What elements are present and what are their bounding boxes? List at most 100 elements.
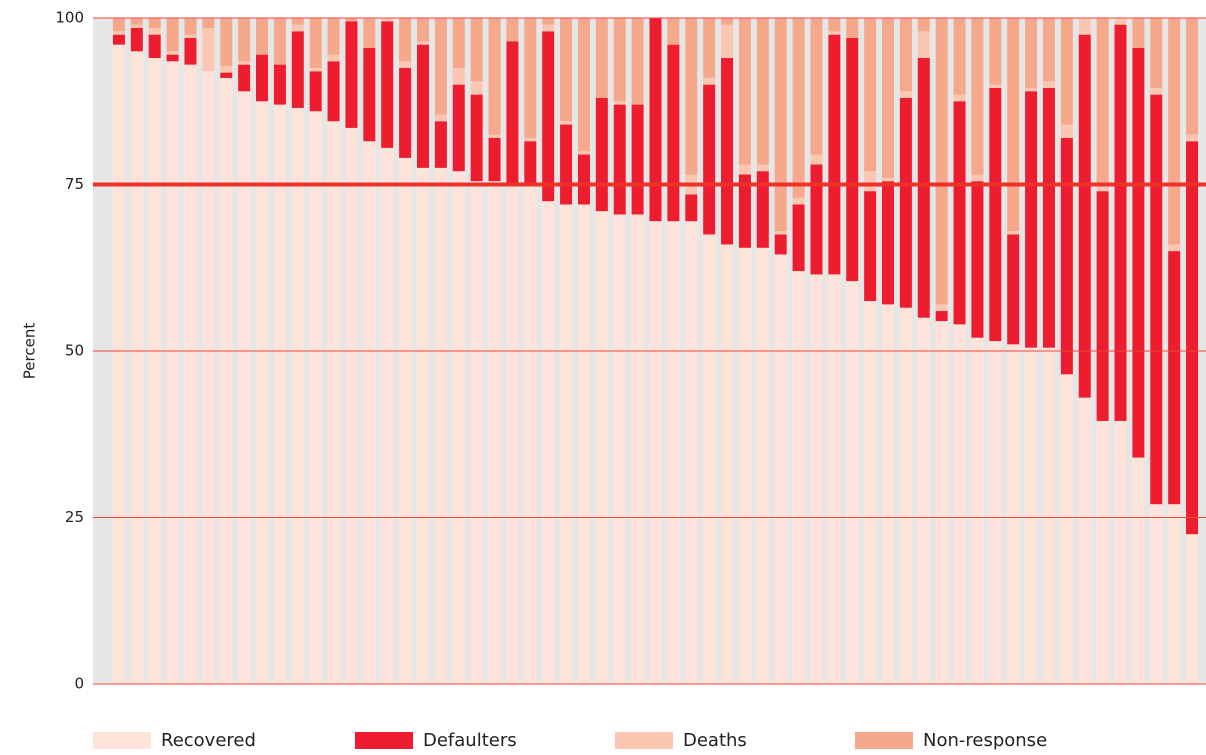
bar-segment (810, 274, 823, 684)
bar-segment (524, 18, 537, 138)
bar-segment (989, 87, 1002, 342)
bar-segment (577, 151, 590, 155)
bar-segment (613, 214, 626, 684)
bar-segment (649, 18, 662, 222)
bar-segment (721, 57, 734, 245)
bar-segment (613, 104, 626, 215)
bar-segment (756, 164, 769, 172)
bar-segment (542, 31, 555, 202)
bar-segment (1007, 344, 1020, 684)
bar-segment (667, 44, 680, 222)
bar-segment (721, 24, 734, 58)
bar-segment (399, 157, 412, 685)
bar-segment (470, 181, 483, 685)
bar-segment (774, 254, 787, 684)
bar-segment (399, 18, 412, 62)
bar-segment (1168, 251, 1181, 505)
bar-segment (416, 44, 429, 168)
bar-segment (470, 81, 483, 95)
bar-segment (971, 337, 984, 684)
bar-segment (792, 18, 805, 198)
bar-segment (1042, 18, 1055, 82)
bar-segment (238, 18, 251, 62)
bar-segment (488, 181, 501, 685)
bar-segment (703, 234, 716, 684)
bar-segment (738, 174, 751, 248)
bar-segment (774, 18, 787, 232)
bar-segment (935, 18, 948, 305)
bar-segment (667, 18, 680, 45)
bar-segment (1150, 87, 1163, 95)
bar-segment (1025, 347, 1038, 684)
bar-segment (971, 181, 984, 338)
bar-segment (434, 167, 447, 685)
bar-segment (613, 18, 626, 102)
bar-segment (416, 41, 429, 45)
bar-segment (1114, 420, 1127, 684)
bar-segment (506, 41, 519, 185)
bar-segment (1114, 24, 1127, 421)
bar-segment (560, 121, 573, 125)
legend-label: Recovered (161, 730, 256, 751)
bar-segment (184, 37, 197, 65)
bar-segment (595, 97, 608, 212)
bar-segment (685, 194, 698, 222)
bar-segment (256, 101, 269, 684)
bar-segment (220, 77, 233, 684)
bar-segment (327, 61, 340, 122)
bar-segment (452, 84, 465, 172)
bar-segment (1096, 184, 1109, 192)
bar-segment (488, 137, 501, 182)
bar-segment (917, 31, 930, 58)
bar-segment (899, 18, 912, 92)
bar-segment (1150, 94, 1163, 505)
bar-segment (1078, 34, 1091, 398)
bar-segment (577, 204, 590, 685)
bar-segment (273, 64, 286, 105)
bar-segment (631, 18, 644, 105)
bar-segment (631, 104, 644, 215)
bar-segment (130, 24, 143, 28)
bar-segment (828, 274, 841, 684)
bar-segment (864, 171, 877, 192)
bar-segment (882, 304, 895, 684)
bar-segment (917, 57, 930, 318)
bar-segment (1186, 134, 1199, 142)
bar-segment (899, 307, 912, 684)
bar-segment (953, 324, 966, 684)
bar-segment (309, 111, 322, 685)
bar-segment (864, 301, 877, 684)
legend-swatch (615, 732, 673, 749)
bar-segment (953, 18, 966, 95)
bar-segment (756, 247, 769, 684)
bar-segment (828, 18, 841, 32)
bar-segment (1150, 18, 1163, 88)
bar-segment (1096, 420, 1109, 684)
bar-segment (381, 18, 394, 22)
bar-segment (1186, 141, 1199, 535)
bar-segment (864, 18, 877, 172)
bar-segment (238, 64, 251, 92)
bar-segment (703, 77, 716, 85)
bar-segment (399, 61, 412, 68)
bar-segment (989, 84, 1002, 88)
bar-segment (1007, 231, 1020, 235)
bar-segment (256, 54, 269, 102)
bar-segment (1132, 457, 1145, 684)
bar-segment (1025, 87, 1038, 92)
bar-segment (452, 67, 465, 85)
bar-segment (953, 94, 966, 102)
bar-segment (166, 54, 179, 62)
bar-segment (1132, 18, 1145, 48)
bar-segment (434, 18, 447, 115)
bar-segment (220, 72, 233, 78)
bar-segment (721, 244, 734, 684)
bar-segment (309, 71, 322, 112)
bar-segment (112, 31, 125, 35)
bar-segment (542, 18, 555, 25)
bar-segment (577, 154, 590, 205)
bar-segment (756, 171, 769, 248)
bar-segment (560, 18, 573, 122)
bar-segment (703, 84, 716, 235)
